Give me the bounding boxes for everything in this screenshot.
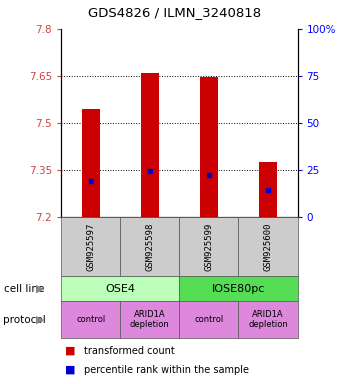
Bar bbox=[141, 73, 159, 217]
Text: protocol: protocol bbox=[4, 314, 46, 325]
Text: percentile rank within the sample: percentile rank within the sample bbox=[84, 364, 249, 375]
Text: ▶: ▶ bbox=[36, 284, 44, 294]
Text: ARID1A
depletion: ARID1A depletion bbox=[130, 310, 170, 329]
Text: IOSE80pc: IOSE80pc bbox=[212, 284, 265, 294]
Text: GSM925597: GSM925597 bbox=[86, 223, 95, 271]
Bar bbox=[259, 162, 277, 217]
Text: GDS4826 / ILMN_3240818: GDS4826 / ILMN_3240818 bbox=[89, 6, 261, 19]
Text: ■: ■ bbox=[65, 364, 75, 375]
Text: cell line: cell line bbox=[4, 284, 44, 294]
Text: GSM925598: GSM925598 bbox=[145, 223, 154, 271]
Text: ▶: ▶ bbox=[36, 314, 44, 325]
Text: GSM925599: GSM925599 bbox=[204, 223, 214, 271]
Text: ARID1A
depletion: ARID1A depletion bbox=[248, 310, 288, 329]
Text: OSE4: OSE4 bbox=[105, 284, 135, 294]
Bar bbox=[200, 78, 218, 217]
Text: control: control bbox=[194, 315, 224, 324]
Text: transformed count: transformed count bbox=[84, 346, 175, 356]
Bar bbox=[82, 109, 100, 217]
Text: ■: ■ bbox=[65, 346, 75, 356]
Text: GSM925600: GSM925600 bbox=[264, 223, 272, 271]
Text: control: control bbox=[76, 315, 105, 324]
